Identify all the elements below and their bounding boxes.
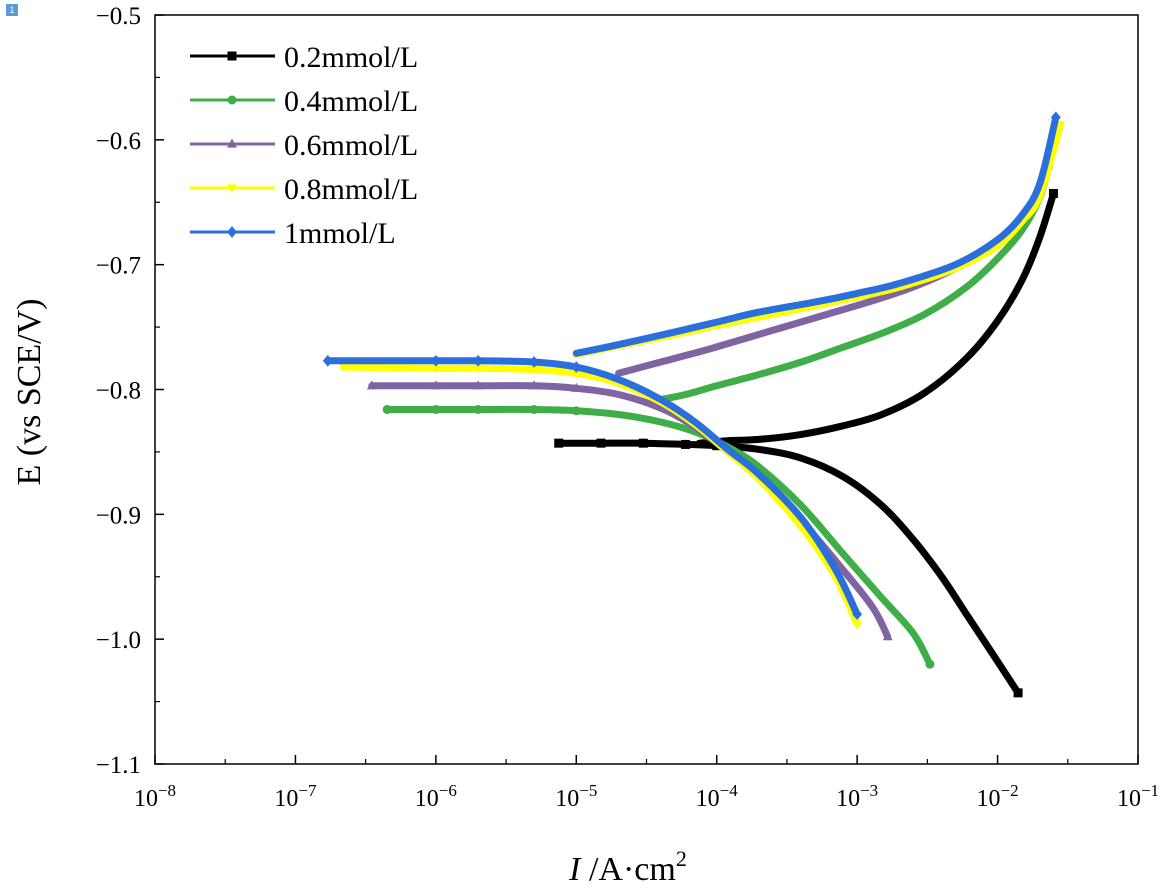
circle-marker bbox=[473, 404, 483, 414]
legend-label: 0.4mmol/L bbox=[284, 85, 418, 118]
anodic-branch-line bbox=[695, 190, 1057, 447]
triangle-down-marker bbox=[571, 369, 582, 379]
x-tick-label: 10−5 bbox=[555, 781, 597, 812]
y-tick-label: −1.1 bbox=[96, 752, 141, 779]
square-marker bbox=[596, 438, 606, 448]
legend-item: 0.2mmol/L bbox=[190, 41, 418, 74]
x-tick-label: 10−2 bbox=[977, 781, 1019, 812]
x-tick-label: 10−1 bbox=[1117, 781, 1159, 812]
diamond-marker bbox=[227, 226, 237, 238]
legend-label: 0.2mmol/L bbox=[284, 41, 418, 74]
triangle-down-marker bbox=[338, 363, 349, 373]
legend-label: 0.6mmol/L bbox=[284, 129, 418, 162]
triangle-up-marker bbox=[430, 380, 441, 390]
plot-frame bbox=[154, 14, 1139, 765]
legend-item: 0.6mmol/L bbox=[190, 129, 418, 162]
square-marker bbox=[1013, 688, 1023, 698]
x-tick-label: 10−3 bbox=[836, 781, 878, 812]
x-tick-label: 10−6 bbox=[415, 781, 457, 812]
diamond-marker bbox=[473, 354, 484, 367]
x-axis-label: I /A·cm2 bbox=[568, 846, 687, 888]
triangle-up-marker bbox=[227, 138, 237, 148]
circle-marker bbox=[925, 659, 935, 669]
x-tick-label: 10−4 bbox=[696, 781, 739, 812]
triangle-down-marker bbox=[852, 620, 863, 630]
triangle-down-marker bbox=[430, 364, 441, 374]
cathodic-branch-line bbox=[555, 439, 1022, 697]
diamond-marker bbox=[1050, 111, 1061, 124]
axis-labels: E (vs SCE/V) I /A·cm2 bbox=[11, 299, 687, 889]
circle-marker bbox=[382, 404, 392, 414]
ticks-layer: 10−8 10−7 10−6 10−5 10−4 10−3 10−2 10−1 −0.5 −0.6… bbox=[96, 3, 1159, 812]
series-0.4mmol/L bbox=[382, 162, 1053, 669]
anodic-branch-line bbox=[572, 113, 1060, 357]
square-marker bbox=[681, 439, 691, 449]
diamond-marker bbox=[430, 354, 441, 367]
diamond-marker bbox=[571, 361, 582, 373]
x-tick-label: 10−7 bbox=[274, 781, 317, 812]
legend-item: 0.4mmol/L bbox=[190, 85, 418, 118]
y-tick-label: −0.5 bbox=[96, 3, 141, 30]
y-tick-label: −0.6 bbox=[96, 128, 141, 155]
anodic-branch-line bbox=[657, 163, 1052, 403]
series-0.8mmol/L bbox=[338, 121, 1066, 630]
series-0.2mmol/L bbox=[554, 189, 1058, 698]
y-tick-label: −1.0 bbox=[96, 627, 141, 654]
square-marker bbox=[227, 51, 237, 61]
y-tick-label: −0.7 bbox=[96, 253, 141, 280]
series-layer bbox=[322, 111, 1066, 698]
diamond-marker bbox=[852, 608, 863, 621]
diamond-marker bbox=[322, 354, 333, 367]
circle-marker bbox=[431, 404, 441, 414]
legend-label: 0.8mmol/L bbox=[284, 173, 418, 206]
diamond-marker bbox=[529, 356, 539, 368]
cathodic-branch-line bbox=[324, 357, 861, 618]
circle-marker bbox=[529, 404, 539, 414]
y-tick-label: −0.9 bbox=[96, 502, 141, 529]
legend-label: 1mmol/L bbox=[284, 217, 396, 250]
triangle-down-marker bbox=[227, 184, 237, 194]
y-tick-label: −0.8 bbox=[96, 378, 141, 405]
square-marker bbox=[554, 438, 564, 448]
legend-item: 0.8mmol/L bbox=[190, 173, 418, 206]
triangle-up-marker bbox=[882, 631, 893, 641]
triangle-up-marker bbox=[473, 380, 484, 390]
triangle-up-marker bbox=[571, 382, 582, 392]
triangle-down-marker bbox=[473, 364, 484, 374]
cathodic-branch-line bbox=[383, 405, 934, 668]
triangle-up-marker bbox=[366, 380, 377, 390]
triangle-up-marker bbox=[529, 380, 539, 390]
figure-number-badge: 1 bbox=[6, 4, 18, 16]
legend: 0.2mmol/L 0.4mmol/L 0.6mmol/L 0.8mmol/L 1mmo… bbox=[190, 41, 418, 250]
square-marker bbox=[638, 438, 648, 448]
circle-marker bbox=[227, 95, 237, 105]
y-axis-label: E (vs SCE/V) bbox=[11, 299, 48, 486]
square-marker bbox=[1048, 189, 1058, 199]
circle-marker bbox=[571, 406, 581, 416]
triangle-down-marker bbox=[529, 365, 539, 375]
legend-item: 1mmol/L bbox=[190, 217, 396, 250]
series-1mmol/L bbox=[322, 111, 1061, 621]
x-tick-label: 10−8 bbox=[134, 781, 176, 812]
